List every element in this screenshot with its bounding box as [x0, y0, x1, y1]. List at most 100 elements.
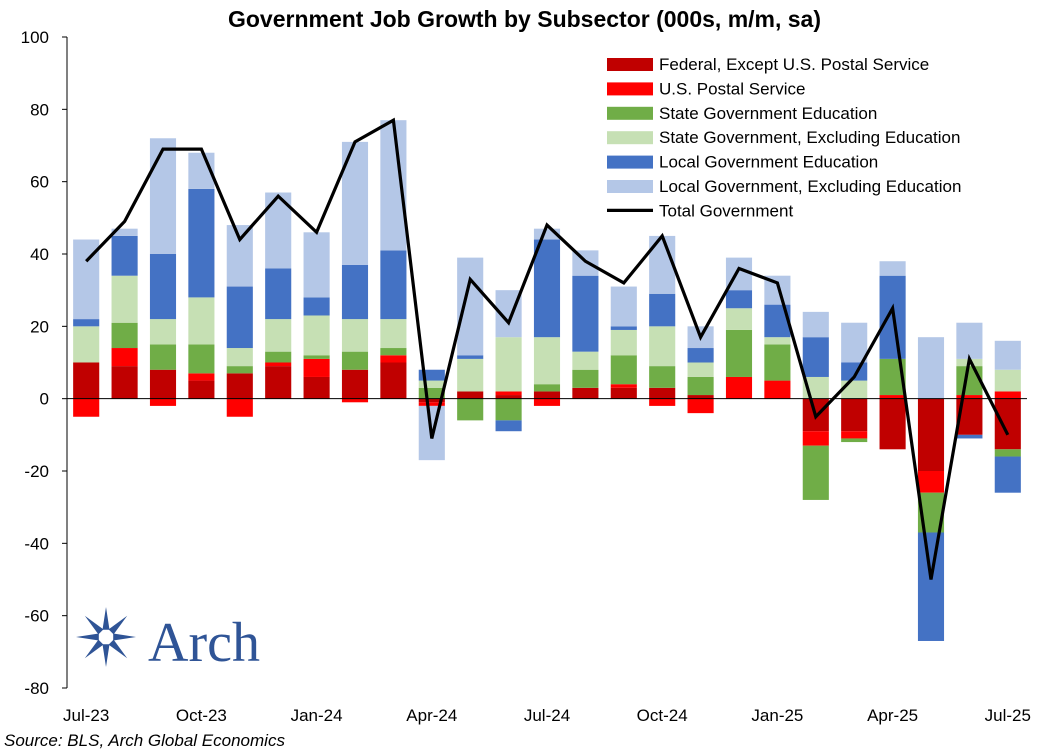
y-tick-label: 100	[21, 28, 49, 47]
legend-swatch	[607, 131, 653, 145]
logo-star-ray	[84, 615, 104, 635]
legend-label: State Government, Excluding Education	[659, 128, 960, 147]
logo-text: Arch	[148, 612, 260, 674]
legend-swatch	[607, 106, 653, 120]
bar-segment-0-Jul-24	[533, 391, 561, 399]
bar-segment-0-Dec-23	[265, 366, 292, 399]
logo-star-ray	[84, 639, 104, 659]
bar-segment-2-Nov-24	[687, 376, 714, 396]
bar-segment-1-Jun-25	[956, 395, 983, 399]
bar-segment-3-Jan-25	[764, 337, 791, 345]
bar-segment-3-Nov-24	[687, 362, 714, 377]
bar-segment-2-Oct-23	[188, 344, 215, 374]
bar-segment-0-Sep-24	[610, 387, 637, 399]
bar-segment-4-Jun-25	[956, 434, 983, 439]
bar-segment-3-Oct-23	[188, 297, 215, 345]
bar-segment-4-Nov-23	[226, 286, 253, 349]
bar-segment-2-Apr-24	[418, 387, 445, 399]
legend-swatch	[607, 82, 653, 96]
bar-segment-5-May-24	[457, 257, 484, 356]
bar-segment-2-Jun-24	[495, 398, 522, 421]
logo-star-ray	[113, 633, 136, 641]
bar-segment-1-Sep-23	[149, 398, 177, 406]
bar-segment-3-Jul-24	[533, 337, 561, 385]
x-tick-label: Jul-25	[985, 706, 1031, 725]
logo-star-ray	[108, 615, 128, 635]
bar-segment-4-Jun-24	[495, 420, 522, 432]
bar-segment-3-Dec-23	[265, 319, 292, 352]
bar-segment-2-Aug-24	[572, 369, 599, 388]
logo-star-center	[100, 631, 112, 643]
bar-segment-4-Feb-24	[341, 264, 369, 320]
bar-segment-3-Apr-24	[418, 380, 445, 388]
bar-segment-4-Jan-24	[303, 297, 330, 316]
bar-segment-3-Oct-24	[649, 326, 676, 367]
bar-segment-2-Sep-24	[610, 355, 637, 385]
bar-segment-0-Nov-24	[687, 395, 714, 399]
bar-segment-0-Mar-24	[380, 362, 407, 399]
bar-segment-5-Sep-23	[149, 138, 177, 254]
bar-segment-2-Jul-24	[533, 384, 561, 392]
y-tick-label: 40	[30, 245, 49, 264]
bar-segment-1-May-25	[917, 471, 945, 493]
bar-segment-4-Jul-24	[533, 239, 561, 338]
y-tick-label: -40	[24, 534, 49, 553]
total-government-line	[85, 117, 1010, 580]
bar-segment-2-Nov-23	[226, 366, 253, 374]
bar-segment-1-Oct-23	[188, 373, 215, 381]
bar-segment-2-May-24	[457, 398, 484, 421]
x-tick-label: Jan-24	[291, 706, 343, 725]
bar-segment-3-Aug-24	[572, 351, 599, 370]
bar-segment-0-Jul-25	[994, 398, 1021, 450]
bar-segment-0-Nov-23	[226, 373, 253, 399]
source-note: Source: BLS, Arch Global Economics	[4, 731, 285, 750]
legend-label: U.S. Postal Service	[659, 79, 805, 98]
bar-segment-1-Apr-25	[879, 395, 906, 399]
bar-segment-4-Mar-24	[380, 250, 407, 320]
bar-segment-4-Dec-23	[265, 268, 292, 320]
bar-segment-0-Aug-24	[572, 387, 599, 399]
bar-segment-3-Jan-24	[303, 315, 330, 356]
bar-segment-1-Mar-24	[380, 355, 407, 363]
bar-segment-1-Jun-24	[495, 391, 522, 396]
bar-segment-2-Dec-23	[265, 351, 292, 363]
legend-label: Total Government	[659, 201, 793, 220]
chart-title: Government Job Growth by Subsector (000s…	[227, 6, 822, 32]
arch-star-logo-icon	[76, 607, 136, 667]
bar-segment-1-Oct-24	[649, 398, 676, 406]
x-tick-label: Jul-24	[524, 706, 570, 725]
bar-segment-0-Mar-25	[841, 398, 868, 432]
bar-segment-4-Nov-24	[687, 348, 714, 363]
bar-segment-1-Jan-24	[303, 358, 330, 377]
bar-segment-5-Sep-24	[610, 286, 637, 327]
bar-segment-0-Oct-23	[188, 380, 215, 399]
legend: Federal, Except U.S. Postal Service U.S. …	[607, 55, 961, 220]
bar-segment-1-Jul-23	[73, 398, 100, 417]
y-tick-label: 60	[30, 173, 49, 192]
bar-segment-1-Jul-24	[533, 398, 561, 406]
bar-segment-0-Apr-24	[418, 398, 445, 403]
bar-segment-3-Nov-23	[226, 348, 253, 367]
logo-star-ray	[108, 639, 128, 659]
bar-segment-3-Dec-24	[725, 308, 753, 330]
bar-segment-5-Jan-24	[303, 232, 330, 298]
bar-segment-5-Mar-25	[841, 322, 868, 363]
bar-segment-4-Feb-25	[802, 337, 829, 377]
logo-star-ray	[76, 633, 99, 641]
bar-segment-5-May-25	[917, 337, 945, 399]
bar-segment-3-May-24	[457, 358, 484, 392]
bar-segment-2-Aug-23	[111, 322, 138, 349]
bar-segment-2-Sep-23	[149, 344, 177, 370]
bar-segment-1-Apr-24	[418, 402, 445, 406]
bar-segment-4-Aug-23	[111, 235, 138, 276]
bar-segment-4-May-24	[457, 355, 484, 359]
bar-segment-1-Mar-25	[841, 431, 868, 439]
bar-segment-2-Jun-25	[956, 366, 983, 396]
bar-segment-5-Aug-23	[111, 228, 138, 236]
bar-segment-1-Jul-25	[994, 391, 1021, 399]
logo-star-ray	[102, 644, 110, 667]
bar-segment-1-Nov-24	[687, 398, 714, 414]
bar-segment-1-Feb-25	[802, 431, 829, 446]
legend-swatch	[607, 180, 653, 193]
